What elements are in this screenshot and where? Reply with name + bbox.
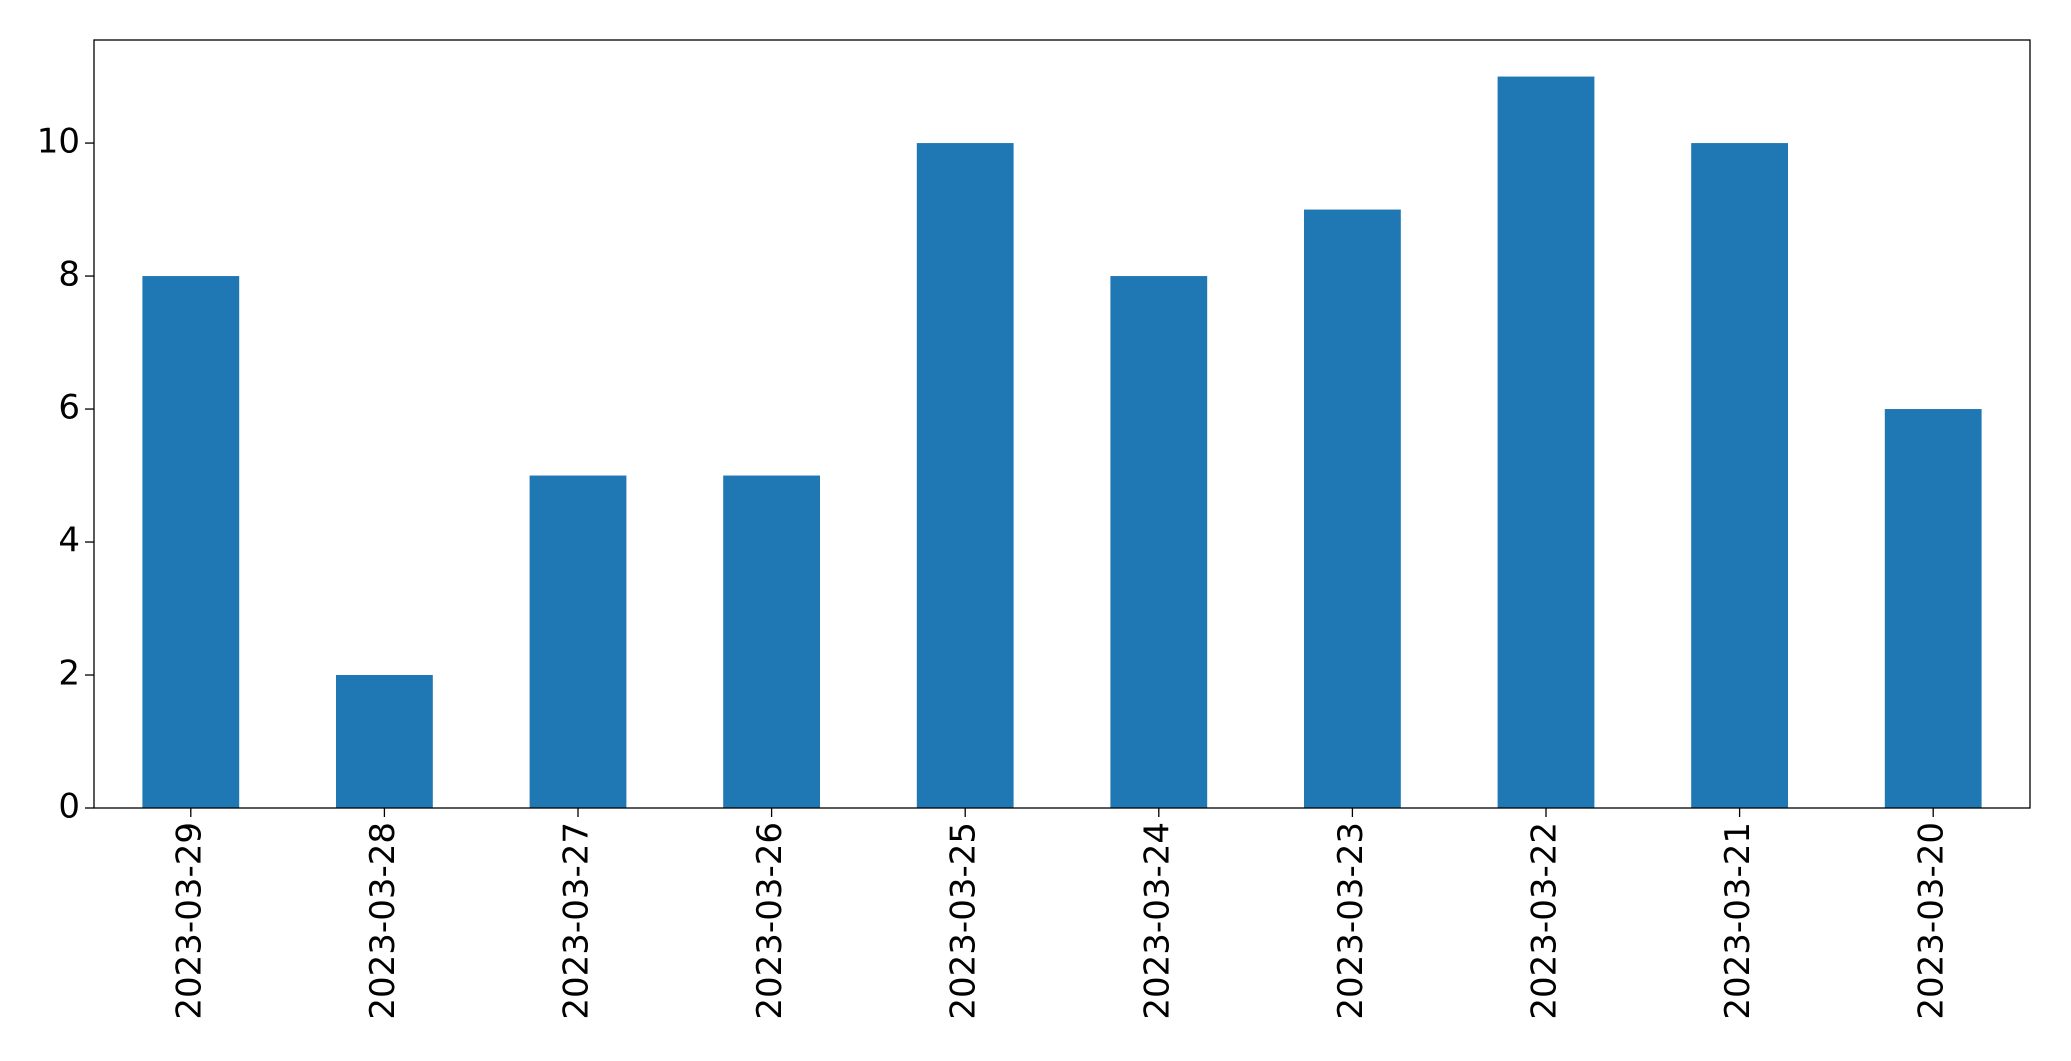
y-tick-label: 0 (58, 787, 80, 827)
x-tick-label: 2023-03-27 (557, 822, 597, 1020)
x-tick-label: 2023-03-23 (1331, 822, 1371, 1020)
y-tick-label: 6 (58, 388, 80, 428)
x-tick-label: 2023-03-20 (1912, 822, 1952, 1020)
x-tick-label: 2023-03-28 (363, 822, 403, 1020)
bar (142, 276, 240, 808)
bar (529, 475, 627, 808)
bar (1110, 276, 1208, 808)
x-tick-label: 2023-03-26 (750, 822, 790, 1020)
x-tick-label: 2023-03-25 (944, 822, 984, 1020)
y-tick-label: 10 (37, 122, 80, 162)
bar (1304, 209, 1401, 808)
bar (336, 675, 433, 808)
bar (723, 475, 820, 808)
x-tick-label: 2023-03-22 (1525, 822, 1565, 1020)
bar (916, 143, 1014, 808)
bar (1497, 76, 1595, 809)
y-tick-label: 8 (58, 255, 80, 295)
plot-frame (93, 39, 2031, 809)
bar (1691, 143, 1788, 808)
x-tick-label: 2023-03-24 (1137, 822, 1177, 1020)
x-tick-label: 2023-03-29 (169, 822, 209, 1020)
y-tick-label: 2 (58, 654, 80, 694)
y-tick-label: 4 (58, 521, 80, 561)
x-tick-label: 2023-03-21 (1718, 822, 1758, 1020)
bar (1884, 409, 1982, 808)
